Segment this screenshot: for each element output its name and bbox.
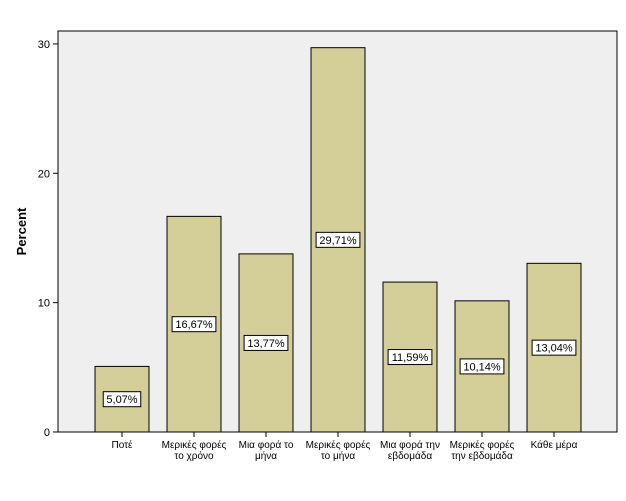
data-label-box [315,231,361,248]
data-label: 13,77% [247,338,285,350]
x-tick-label: Μια φορά την [380,439,440,451]
data-label: 5,07% [106,394,137,406]
data-label-box [243,334,289,351]
data-labels-layer: 5,07% 16,67% 13,77% 29,71% 11,59% 10,14% 13,04… [102,231,577,408]
y-tick-label: 30 [38,39,50,51]
x-tick-label: Μερικές φορές [306,439,371,451]
data-label-box [102,391,142,408]
y-tick-label: 10 [38,298,50,310]
data-label: 13,04% [535,343,573,355]
x-tick-label: Κάθε μέρα [531,439,578,451]
data-label-box [171,316,217,333]
x-tick-label: Μερικές φορές [162,439,227,451]
x-tick-label: το χρόνο [174,450,214,462]
x-tick-label: μήνα [255,450,277,462]
data-label: 11,59% [392,352,429,364]
x-tick-label: Μια φορά το [239,439,294,451]
data-label-box [387,349,433,366]
data-label: 16,67% [175,319,213,331]
x-tick-label: εβδομάδα [388,450,432,462]
y-tick-label: 0 [44,427,50,439]
data-label-box [531,339,577,356]
data-label: 29,71% [319,235,357,247]
y-axis-label: Percent [14,207,29,255]
x-tick-label: το μήνα [321,450,355,462]
data-label-box [459,358,505,375]
data-label: 10,14% [463,361,501,373]
x-tick-label: Ποτέ [111,439,133,451]
y-tick-label: 20 [38,168,50,180]
x-tick-label: την εβδομάδα [451,450,513,462]
y-axis: 0 10 20 30 [38,39,58,439]
x-tick-label: Μερικές φορές [450,439,515,451]
